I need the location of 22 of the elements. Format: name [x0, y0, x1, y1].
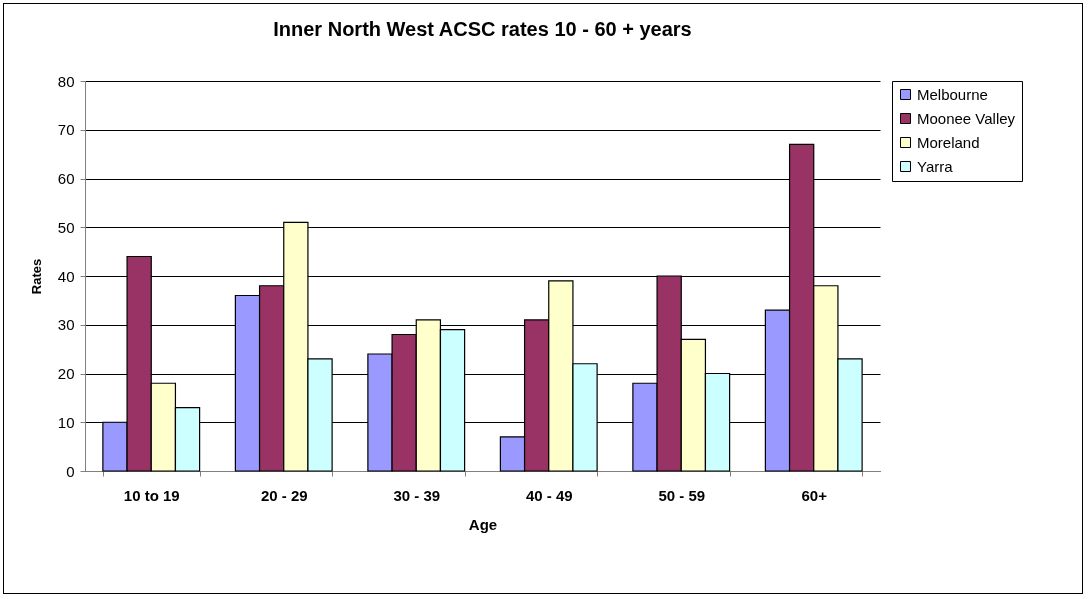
- x-tick-label: 30 - 39: [393, 486, 441, 504]
- x-tick-label: 20 - 29: [260, 486, 308, 504]
- legend-label: Melbourne: [917, 85, 988, 103]
- y-axis-title: Rates: [28, 258, 44, 295]
- x-tick-label: 40 - 49: [525, 486, 573, 504]
- y-tick-label: 0: [66, 462, 75, 480]
- y-tick-label: 20: [57, 365, 75, 382]
- y-tick-label: 40: [57, 267, 75, 285]
- legend-label: Yarra: [917, 157, 954, 175]
- y-tick-label: 30: [57, 316, 75, 334]
- x-tick-label: 50 - 59: [658, 486, 706, 504]
- x-axis-title: Age: [468, 515, 498, 533]
- legend-label: Moonee Valley: [917, 109, 1016, 127]
- y-tick-label: 60: [57, 170, 75, 187]
- x-tick-label: 60+: [801, 486, 828, 504]
- chart-title: Inner North West ACSC rates 10 - 60 + years: [273, 18, 692, 40]
- x-tick-label: 10 to 19: [123, 486, 180, 504]
- y-tick-label: 50: [57, 218, 75, 236]
- legend-label: Moreland: [917, 133, 980, 151]
- y-tick-label: 80: [57, 72, 75, 90]
- y-tick-label: 10: [57, 413, 75, 431]
- y-tick-label: 70: [57, 121, 75, 139]
